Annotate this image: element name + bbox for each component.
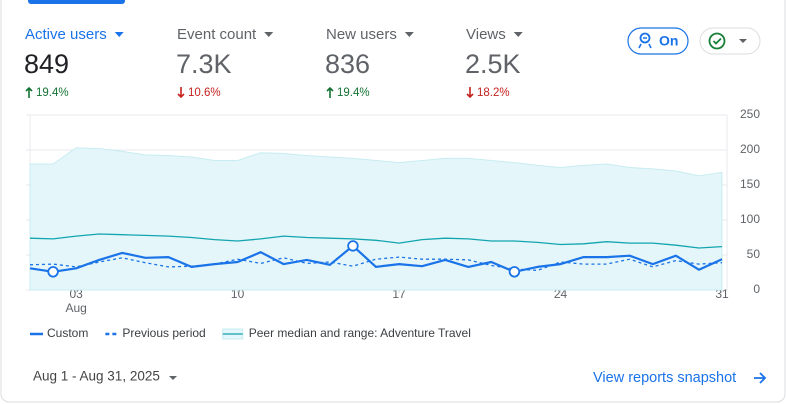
custom-line xyxy=(29,244,723,273)
x-tick-label: 31 xyxy=(715,287,729,301)
y-tick-label: 200 xyxy=(740,142,760,156)
change-arrow xyxy=(466,87,474,99)
dropdown-caret xyxy=(739,39,747,43)
metric-label[interactable]: Views xyxy=(466,26,506,43)
y-tick-label: 150 xyxy=(740,177,760,191)
date-range[interactable]: Aug 1 - Aug 31, 2025 xyxy=(33,369,160,384)
tab-indicator xyxy=(28,0,125,4)
metric-caret xyxy=(513,32,523,37)
on-toggle[interactable] xyxy=(627,27,689,55)
link-arrow xyxy=(754,372,767,384)
snapshot-link[interactable]: View reports snapshot xyxy=(593,370,736,386)
metric-change: 19.4% xyxy=(337,87,370,99)
highlight-point[interactable] xyxy=(347,240,359,252)
x-tick-label: 24 xyxy=(554,287,568,301)
x-sublabel: Aug xyxy=(65,301,86,315)
y-tick-label: 50 xyxy=(747,247,761,261)
x-tick-label: 10 xyxy=(231,287,245,301)
peer-range xyxy=(29,147,723,291)
check-mark xyxy=(712,37,722,45)
metric-label[interactable]: New users xyxy=(326,26,397,43)
y-tick-label: 100 xyxy=(740,212,760,226)
metric-change: 18.2% xyxy=(477,87,510,99)
legend-label[interactable]: Peer median and range: Adventure Travel xyxy=(249,326,471,340)
y-tick-label: 250 xyxy=(740,107,760,121)
metric-value: 849 xyxy=(24,49,69,79)
toggle-label: On xyxy=(659,33,678,49)
metric-caret xyxy=(114,32,124,37)
change-arrow xyxy=(177,87,185,99)
highlight-point[interactable] xyxy=(47,266,59,278)
metric-label[interactable]: Event count xyxy=(177,26,257,43)
metric-value: 836 xyxy=(325,49,370,79)
change-arrow xyxy=(326,86,334,98)
legend-label[interactable]: Custom xyxy=(47,326,88,340)
metric-caret xyxy=(404,32,414,37)
peer-median xyxy=(29,233,723,249)
metric-caret xyxy=(264,32,274,37)
highlight-point[interactable] xyxy=(508,266,521,278)
date-caret xyxy=(169,376,177,380)
x-tick-label: 03 xyxy=(69,287,83,301)
previous-line xyxy=(29,256,723,272)
metric-change: 19.4% xyxy=(36,87,69,99)
change-arrow xyxy=(25,86,33,98)
metric-value: 7.3K xyxy=(176,49,232,79)
legend-label[interactable]: Previous period xyxy=(122,326,205,340)
metric-value: 2.5K xyxy=(465,49,521,79)
metric-label[interactable]: Active users xyxy=(25,26,107,43)
metric-change: 10.6% xyxy=(188,87,221,99)
y-tick-label: 0 xyxy=(753,282,760,296)
x-tick-label: 17 xyxy=(392,287,406,301)
badge-icon-ribbon xyxy=(638,37,652,49)
check-icon xyxy=(708,32,726,50)
badge-icon xyxy=(639,32,651,44)
